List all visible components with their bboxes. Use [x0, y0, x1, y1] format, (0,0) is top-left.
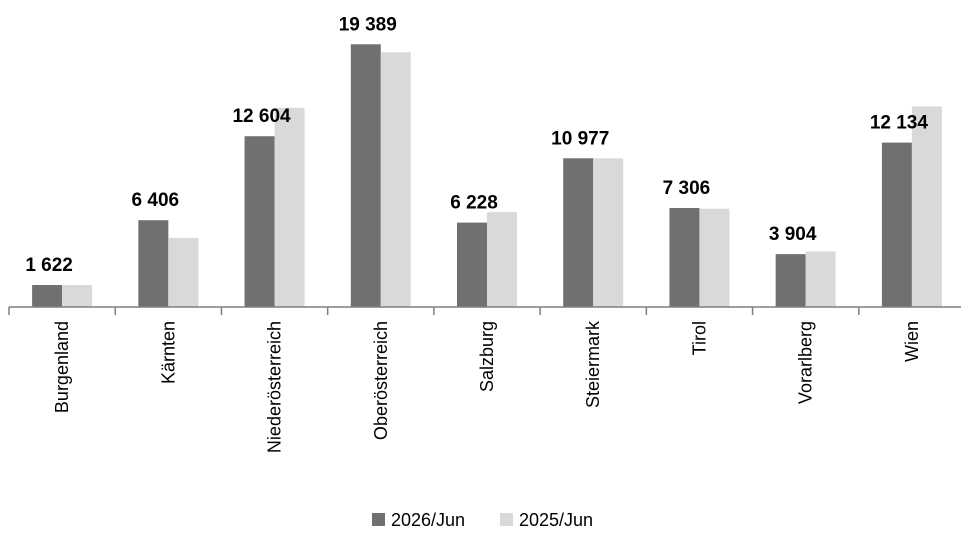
- bar-2026-0: [32, 285, 63, 307]
- bar-2025-6: [699, 208, 730, 307]
- data-label: 3 904: [769, 224, 817, 245]
- bar-2025-5: [593, 158, 624, 307]
- data-label: 6 406: [132, 190, 180, 211]
- bar-2025-0: [62, 285, 93, 307]
- bar-2026-6: [669, 208, 700, 307]
- legend-label-2025: 2025/Jun: [519, 510, 593, 530]
- bar-2025-7: [805, 251, 836, 307]
- bar-2025-2: [274, 107, 305, 307]
- data-label: 19 389: [339, 14, 397, 35]
- legend-label-2026: 2026/Jun: [391, 510, 465, 530]
- category-label: Salzburg: [477, 321, 497, 392]
- data-label: 6 228: [450, 193, 498, 214]
- x-axis-ticks: [8, 307, 860, 315]
- bar-2026-8: [881, 142, 912, 307]
- legend: 2026/Jun 2025/Jun: [372, 510, 593, 530]
- bar-2026-3: [350, 44, 381, 307]
- category-label: Vorarlberg: [796, 321, 816, 404]
- bar-2026-5: [563, 158, 594, 307]
- bars-group: [32, 44, 942, 308]
- legend-swatch-2025: [500, 513, 513, 526]
- category-label: Niederösterreich: [265, 321, 285, 453]
- category-label: Steiermark: [583, 320, 603, 408]
- category-label: Wien: [902, 321, 922, 362]
- category-label: Oberösterreich: [371, 321, 391, 440]
- category-labels-group: Burgenland Kärnten Niederösterreich Oberöst…: [52, 320, 922, 453]
- bar-2026-4: [457, 222, 487, 307]
- category-label: Kärnten: [158, 321, 178, 384]
- bar-2025-8: [911, 106, 942, 308]
- legend-swatch-2026: [372, 513, 385, 526]
- bar-2026-7: [775, 254, 806, 307]
- data-label: 1 622: [25, 255, 73, 276]
- data-label: 10 977: [551, 128, 609, 149]
- data-label: 12 604: [232, 106, 291, 127]
- data-label: 7 306: [663, 178, 711, 199]
- bar-2025-4: [487, 212, 517, 307]
- category-label: Tirol: [689, 321, 709, 355]
- bar-2025-1: [168, 237, 199, 307]
- data-labels-group: 1 622 6 406 12 604 19 389 6 228 10 977 7 306 3 …: [25, 14, 928, 276]
- data-label: 12 134: [870, 113, 929, 134]
- bar-2025-3: [380, 52, 411, 308]
- category-label: Burgenland: [52, 321, 72, 413]
- bar-2026-2: [244, 136, 275, 307]
- bar-2026-1: [138, 220, 169, 307]
